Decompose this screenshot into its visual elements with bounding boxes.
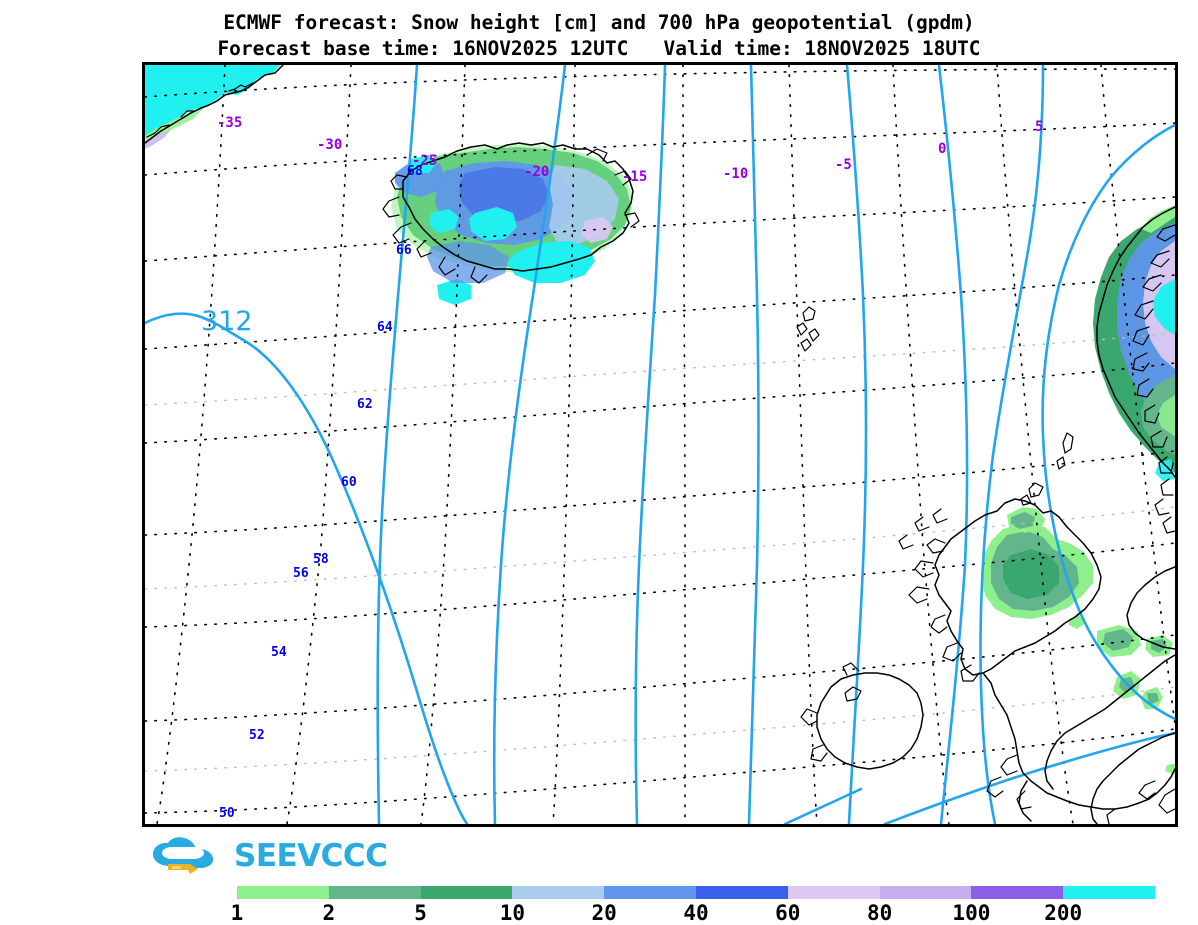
snow-field-greenland	[145, 65, 280, 149]
colorbar-label-10: 10	[499, 901, 526, 925]
latitude-label-group: 68 66 64 62 60 58 56 54 52 50	[219, 164, 423, 821]
cloud-arrow-icon	[150, 836, 226, 876]
geopotential-contours	[145, 65, 1175, 824]
forecast-map[interactable]: 68 66 64 62 60 58 56 54 52 50 -35 -30 -2…	[142, 62, 1178, 827]
colorbar-segment-5	[420, 886, 513, 899]
lat-label-52: 52	[249, 728, 265, 743]
lat-label-56: 56	[293, 566, 309, 581]
lon-label-m25: -25	[412, 153, 437, 169]
lat-label-64: 64	[377, 320, 393, 335]
lon-label-m15: -15	[622, 169, 647, 185]
lon-label-5: 5	[1035, 119, 1043, 135]
coastlines	[145, 65, 1175, 824]
seevccc-logo[interactable]: SEEVCCC	[150, 835, 388, 877]
lat-label-68: 68	[407, 164, 423, 179]
colorbar-segment-60	[787, 886, 880, 899]
map-canvas: 68 66 64 62 60 58 56 54 52 50 -35 -30 -2…	[145, 65, 1175, 824]
forecast-time-subtitle: Forecast base time: 16NOV2025 12UTC Vali…	[217, 37, 981, 60]
longitude-label-group: -35 -30 -25 -20 -15 -10 -5 0 5	[217, 115, 1043, 185]
lon-label-m35: -35	[217, 115, 242, 131]
colorbar-segment-10	[512, 886, 605, 899]
logo-text: SEEVCCC	[234, 837, 388, 874]
colorbar-label-20: 20	[591, 901, 617, 925]
lat-label-66: 66	[396, 243, 412, 258]
colorbar-label-5: 5	[414, 901, 427, 925]
geopotential-label-312: 312	[201, 306, 253, 337]
lat-label-62: 62	[357, 397, 373, 412]
colorbar-label-80: 80	[866, 901, 893, 925]
colorbar-strip	[237, 886, 1155, 899]
lon-label-m20: -20	[524, 164, 549, 180]
colorbar: 1 2 5 10 20 40 60 80 100 200	[231, 886, 1155, 925]
latitude-gridlines	[145, 68, 1175, 814]
colorbar-segment-80	[879, 886, 972, 899]
lon-label-m30: -30	[317, 137, 342, 153]
longitude-gridlines	[156, 65, 1175, 824]
colorbar-label-200: 200	[1044, 901, 1083, 925]
lat-label-50: 50	[219, 806, 235, 821]
colorbar-tick-labels: 1 2 5 10 20 40 60 80 100 200	[231, 899, 1155, 925]
lat-label-54: 54	[271, 645, 287, 660]
colorbar-segment-200	[1063, 886, 1155, 899]
page-title: ECMWF forecast: Snow height [cm] and 700…	[223, 11, 975, 34]
snow-field-scotland	[981, 507, 1175, 775]
colorbar-label-100: 100	[952, 901, 991, 925]
lon-label-m10: -10	[723, 166, 748, 182]
colorbar-segment-20	[604, 886, 696, 899]
lat-label-58: 58	[313, 552, 329, 567]
colorbar-segment-100	[971, 886, 1064, 899]
lon-label-m5: -5	[835, 157, 852, 173]
snow-field-norway	[1093, 205, 1175, 481]
colorbar-label-60: 60	[775, 901, 801, 925]
lat-label-60: 60	[341, 475, 357, 490]
colorbar-segment-40	[695, 886, 788, 899]
colorbar-label-2: 2	[322, 901, 336, 925]
colorbar-segment-1	[237, 886, 329, 899]
colorbar-segment-2	[328, 886, 421, 899]
lon-label-0: 0	[938, 141, 946, 157]
colorbar-label-40: 40	[683, 901, 709, 925]
geopotential-label-group: 312	[201, 306, 253, 337]
chart-title-block: ECMWF forecast: Snow height [cm] and 700…	[0, 10, 1198, 62]
colorbar-label-1: 1	[230, 901, 244, 925]
